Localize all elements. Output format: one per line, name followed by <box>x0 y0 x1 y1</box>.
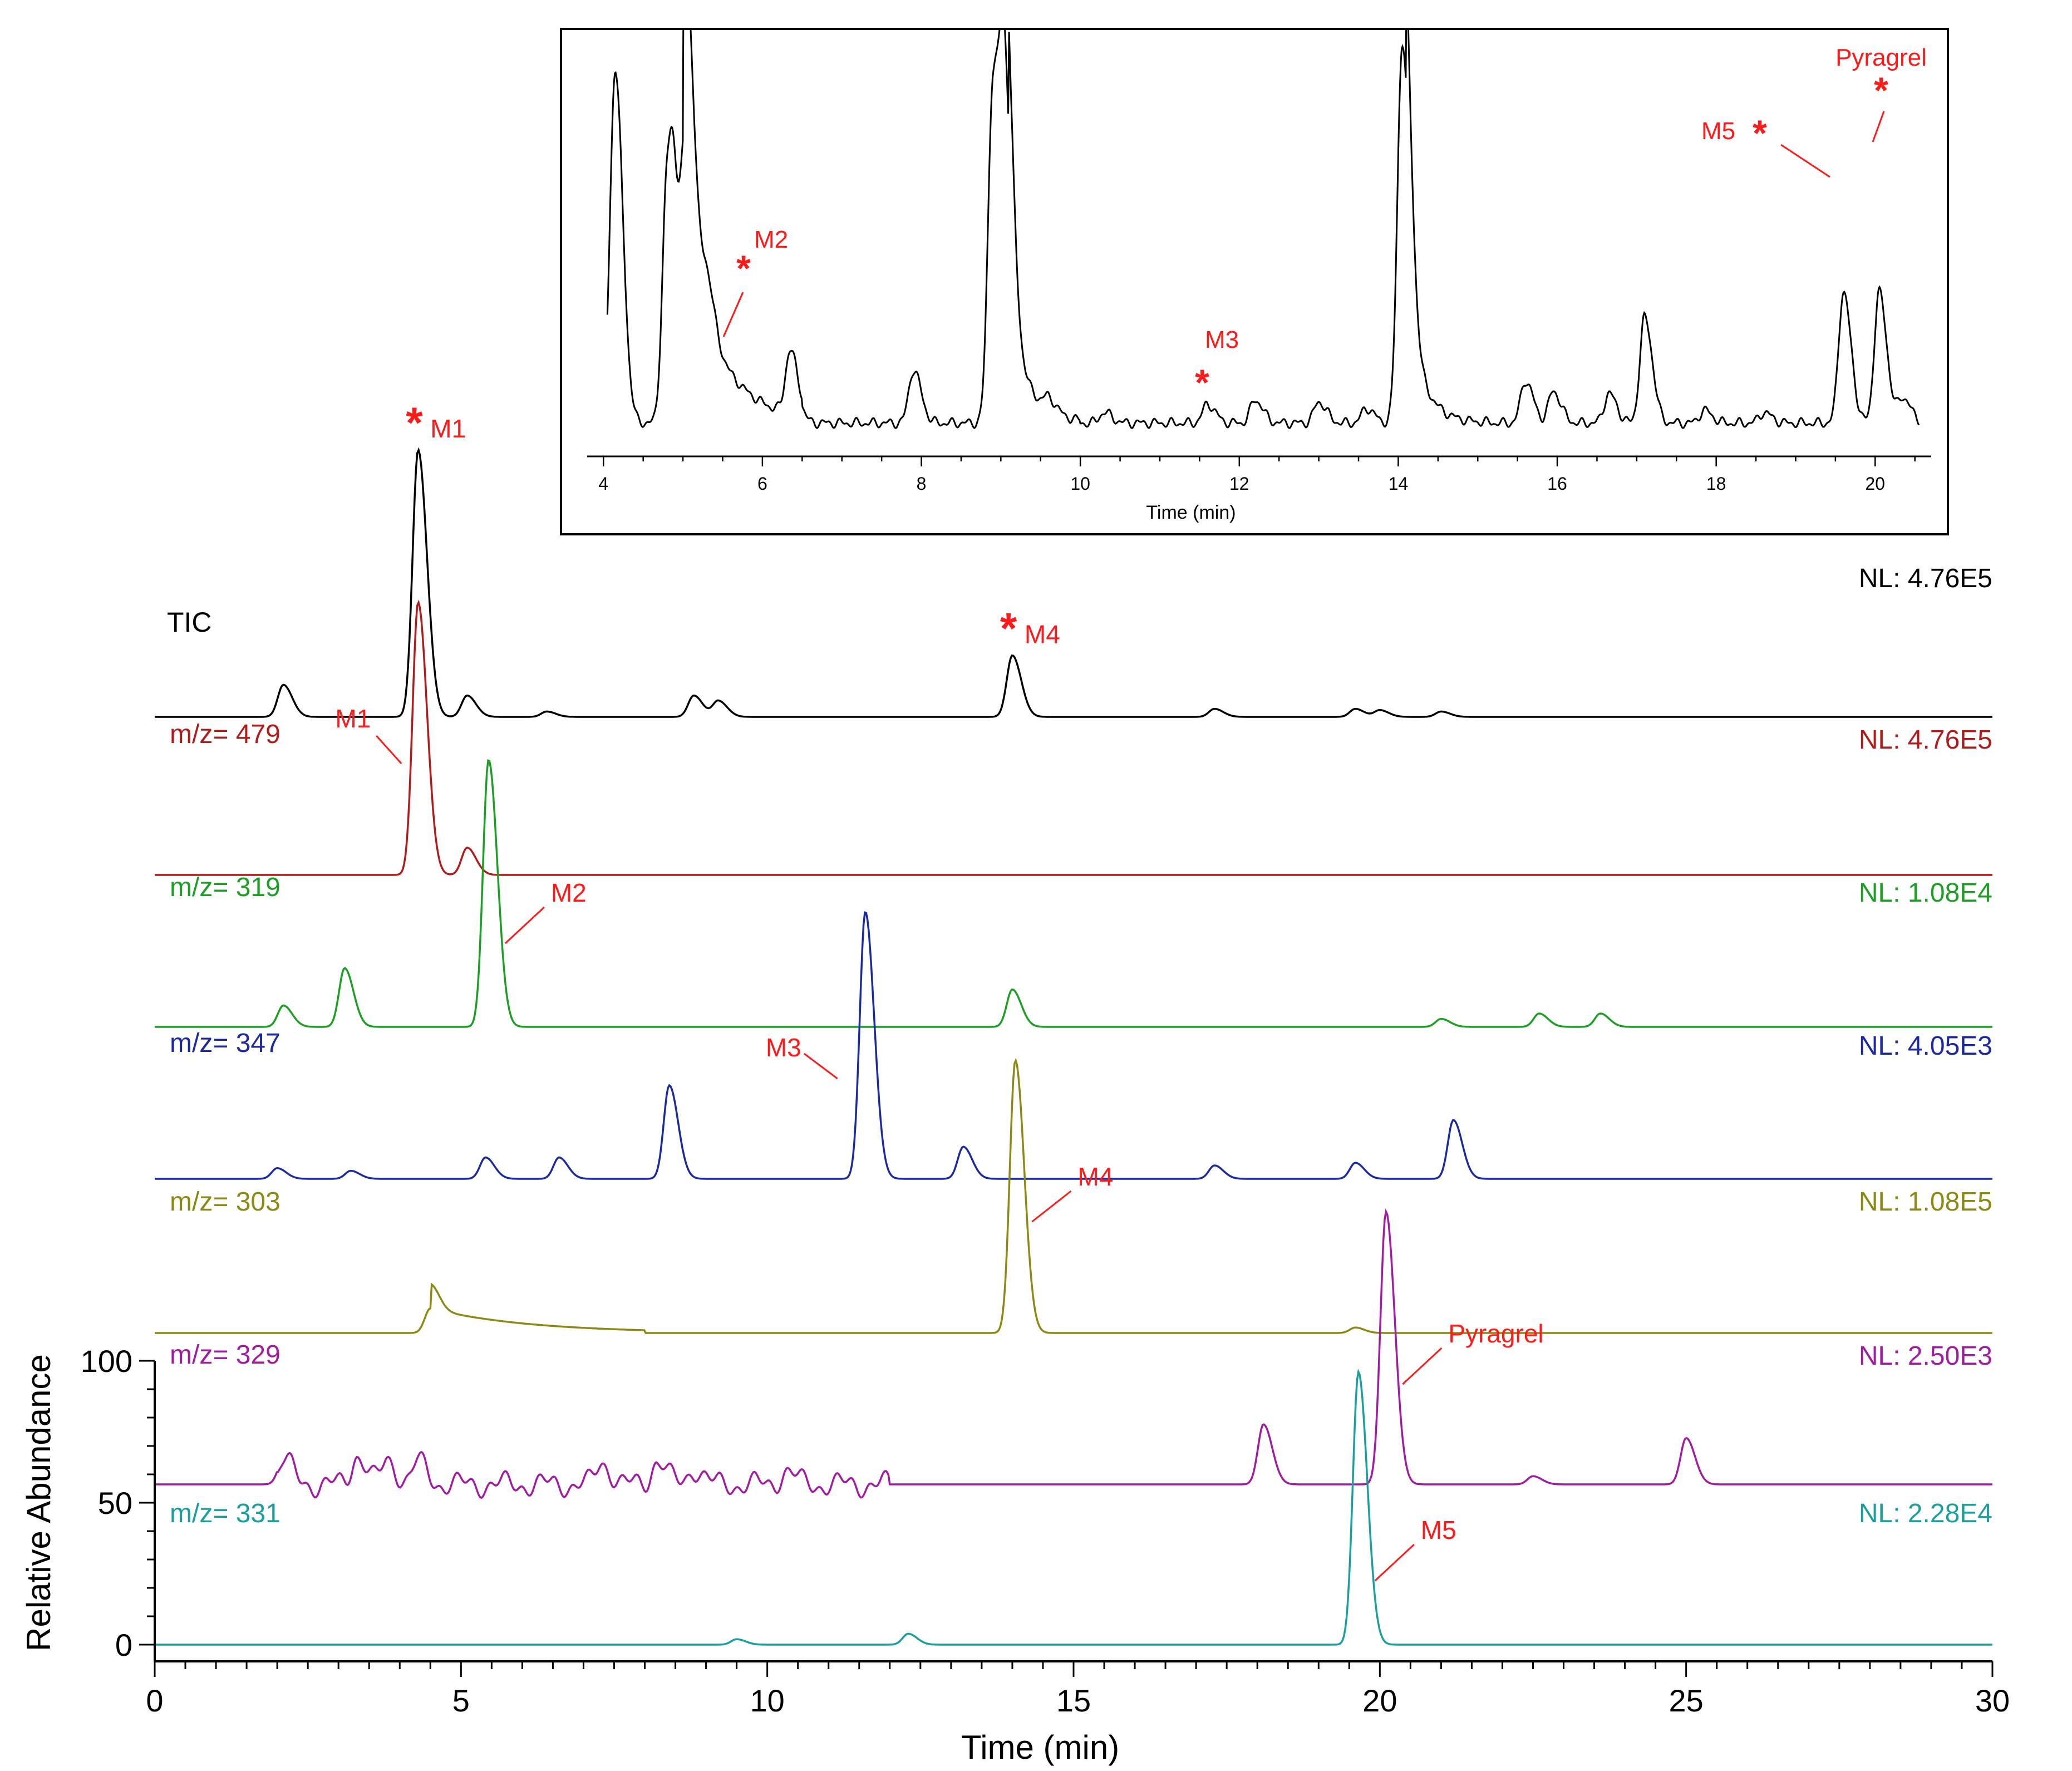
trace-label: m/z= 303 <box>170 1187 280 1217</box>
x-tick-label: 15 <box>1056 1683 1091 1718</box>
inset-x-tick-label: 14 <box>1389 474 1409 494</box>
asterisk-marker: * <box>1195 362 1209 403</box>
inset-x-tick-label: 8 <box>917 474 927 494</box>
annotation-leader <box>376 735 402 765</box>
x-tick-label: 30 <box>1975 1683 2010 1718</box>
trace-label: m/z= 479 <box>170 720 280 749</box>
trace-303: m/z= 303 NL: 1.08E5 M4 <box>155 1057 1992 1334</box>
inset-x-tick-label: 10 <box>1070 474 1090 494</box>
x-tick-label: 20 <box>1362 1683 1397 1718</box>
x-tick-label: 5 <box>452 1683 470 1718</box>
nl-value: NL: 1.08E4 <box>1859 878 1992 908</box>
asterisk-marker: * <box>1000 604 1017 653</box>
trace-label: m/z= 319 <box>170 873 280 902</box>
trace-label: m/z= 329 <box>170 1340 280 1370</box>
inset-trace-line <box>606 30 1920 430</box>
trace-line <box>155 911 1992 1180</box>
inset-annotation: * M5 <box>1701 112 1830 178</box>
nl-value: NL: 4.76E5 <box>1859 725 1992 755</box>
inset-annotation: *Pyragrel <box>1835 44 1927 142</box>
peak-annotation: M1 <box>430 414 466 443</box>
x-tick-label: 25 <box>1669 1683 1704 1718</box>
asterisk-marker: * <box>406 398 423 447</box>
nl-value: NL: 4.76E5 <box>1859 564 1992 593</box>
peak-annotation: M3 <box>1205 326 1239 353</box>
peak-annotation: Pyragrel <box>1835 44 1927 71</box>
y-tick-label: 0 <box>115 1627 132 1662</box>
asterisk-marker: * <box>1874 70 1888 111</box>
annotation-leader <box>504 906 545 944</box>
annotation-leader <box>1780 144 1830 178</box>
inset-annotation: * M3 <box>1195 326 1239 403</box>
inset-x-tick-label: 4 <box>598 474 608 494</box>
asterisk-marker: * <box>736 248 751 289</box>
trace-line <box>155 1208 1992 1499</box>
annotation-leader <box>722 292 744 337</box>
inset-x-tick-label: 6 <box>757 474 767 494</box>
annotation-leader <box>803 1052 838 1080</box>
annotation-leader <box>1031 1190 1072 1223</box>
trace-line <box>155 599 1992 876</box>
trace-line <box>155 759 1992 1028</box>
x-axis-title: Time (min) <box>961 1729 1119 1766</box>
trace-319: m/z= 319 NL: 1.08E4 M2 <box>155 759 1992 1028</box>
nl-value: NL: 2.50E3 <box>1859 1341 1992 1371</box>
trace-331: m/z= 331 NL: 2.28E4 M5 <box>155 1368 1992 1646</box>
y-axis: 0 50 100 Relative Abundance <box>20 1344 156 1662</box>
peak-annotation: M4 <box>1025 620 1060 649</box>
trace-line <box>155 447 1992 718</box>
inset-x-axis-title: Time (min) <box>1146 502 1236 523</box>
asterisk-marker: * <box>1753 112 1767 154</box>
annotation-leader <box>1374 1543 1415 1582</box>
trace-line <box>155 1368 1992 1646</box>
trace-label: m/z= 347 <box>170 1029 280 1058</box>
peak-annotation: M2 <box>551 878 587 907</box>
inset-frame <box>560 28 1949 535</box>
y-tick-label: 50 <box>98 1485 132 1521</box>
peak-annotation: M1 <box>335 704 371 733</box>
inset-x-tick-label: 12 <box>1229 474 1249 494</box>
trace-line <box>155 1057 1992 1334</box>
inset-x-tick-label: 20 <box>1866 474 1886 494</box>
peak-annotation: M2 <box>754 226 788 253</box>
inset-x-tick-label: 18 <box>1706 474 1726 494</box>
inset-annotation: *M2 <box>722 226 788 337</box>
inset-x-tick-label: 16 <box>1547 474 1567 494</box>
nl-value: NL: 2.28E4 <box>1859 1499 1992 1528</box>
inset-x-axis: 4 6 8 10 12 14 16 18 20 Time (min) <box>587 455 1931 523</box>
annotation-leader <box>1872 111 1885 142</box>
trace-label: TIC <box>167 607 212 638</box>
x-tick-label: 0 <box>146 1683 163 1718</box>
nl-value: NL: 4.05E3 <box>1859 1031 1992 1061</box>
x-axis: 0 5 10 15 20 25 30 Time (min) <box>146 1660 2010 1766</box>
trace-label: m/z= 331 <box>170 1499 280 1528</box>
y-tick-label: 100 <box>81 1344 132 1379</box>
peak-annotation: Pyragrel <box>1448 1319 1543 1348</box>
peak-annotation: M3 <box>766 1033 801 1062</box>
x-tick-label: 10 <box>750 1683 785 1718</box>
nl-value: NL: 1.08E5 <box>1859 1187 1992 1217</box>
peak-annotation: M5 <box>1421 1516 1456 1544</box>
peak-annotation: M4 <box>1077 1162 1113 1191</box>
peak-annotation: M5 <box>1701 117 1735 145</box>
trace-329: m/z= 329 NL: 2.50E3 Pyragrel <box>155 1208 1992 1499</box>
y-axis-title: Relative Abundance <box>20 1354 57 1651</box>
annotation-leader <box>1402 1347 1443 1385</box>
trace-479: m/z= 479 NL: 4.76E5 M1 <box>155 599 1992 876</box>
trace-347: m/z= 347 NL: 4.05E3 M3 <box>155 911 1992 1180</box>
